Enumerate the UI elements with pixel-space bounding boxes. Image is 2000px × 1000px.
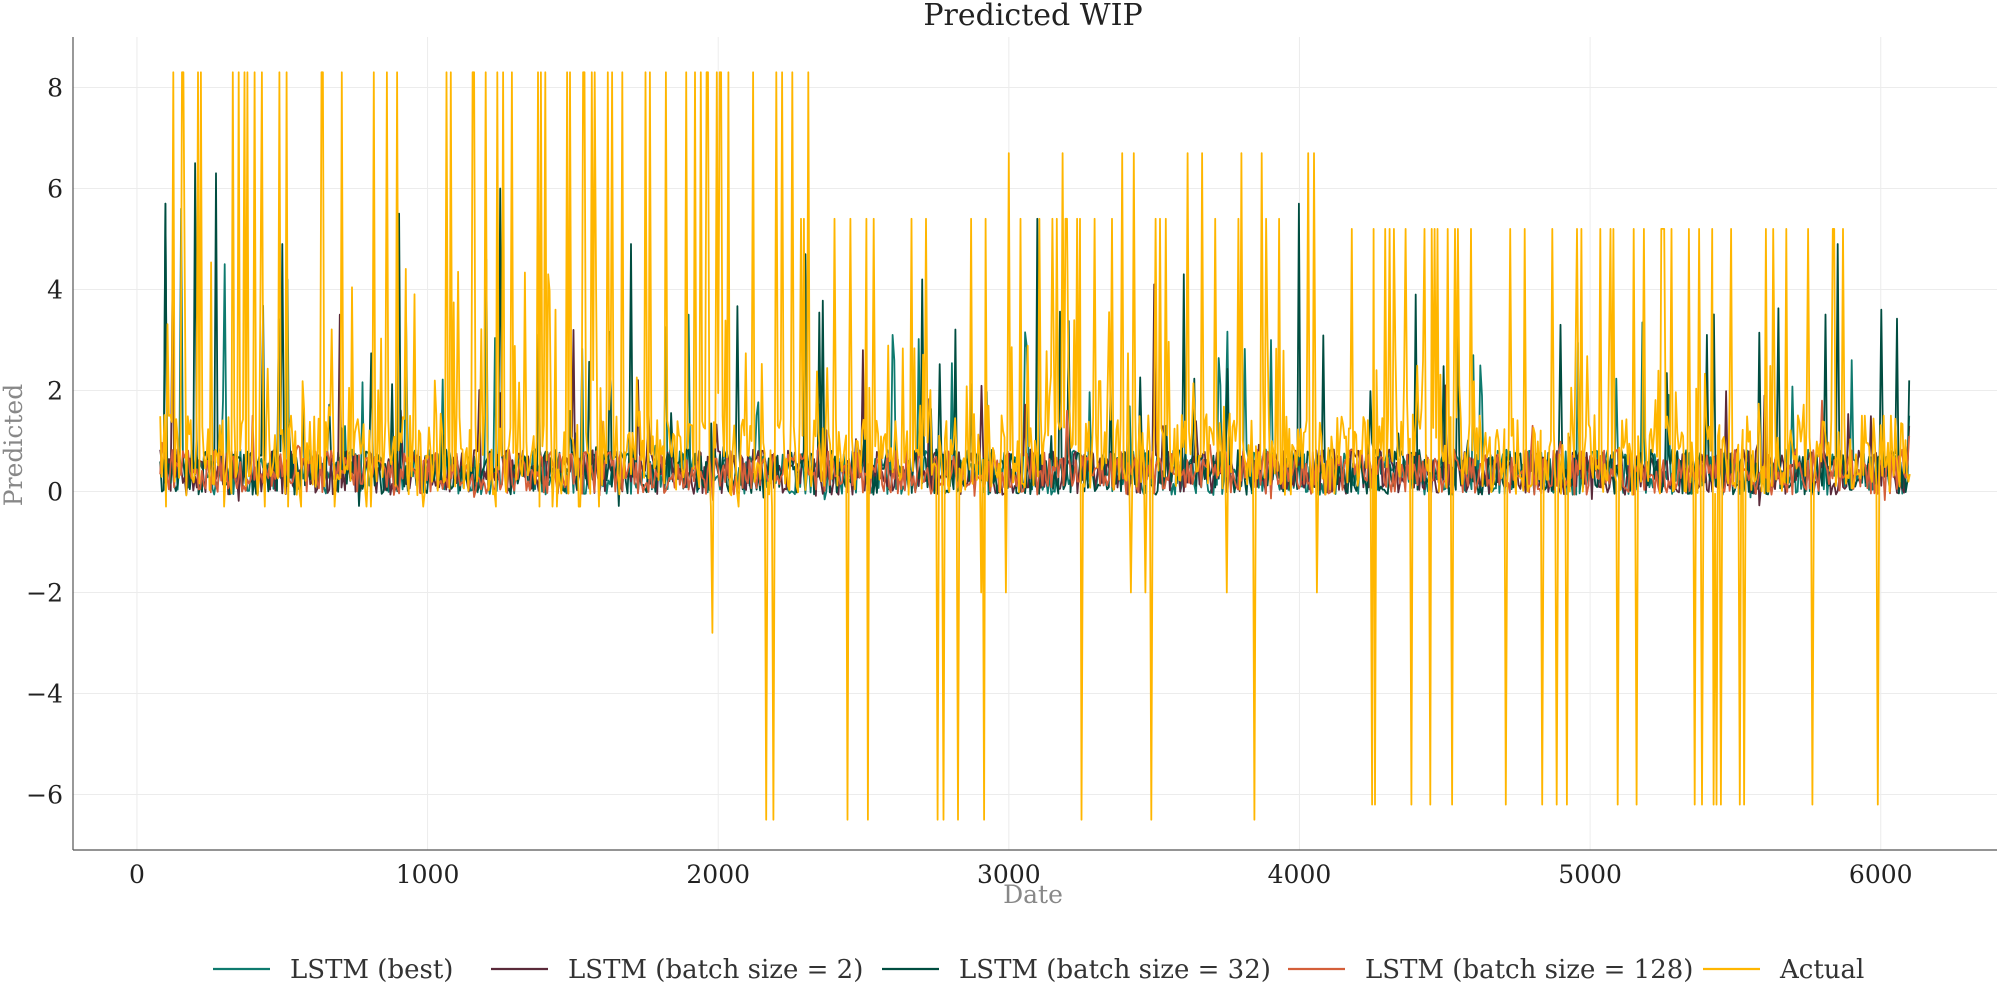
gridlines [73, 37, 1997, 850]
y-tick-label: −4 [26, 679, 63, 708]
x-tick-label: 4000 [1268, 860, 1332, 889]
y-tick-label: −6 [26, 780, 63, 809]
x-tick-label: 1000 [396, 860, 460, 889]
plot-area [159, 71, 1911, 821]
x-axis-ticks: 0 1000 2000 3000 4000 5000 6000 [129, 860, 1913, 889]
legend-label-2: LSTM (batch size = 32) [959, 955, 1271, 985]
series-line-4 [159, 71, 1911, 821]
legend-label-0: LSTM (best) [290, 955, 453, 985]
y-tick-label: 6 [47, 174, 63, 203]
y-tick-label: 4 [47, 275, 63, 304]
chart-title: Predicted WIP [923, 0, 1142, 33]
legend-label-3: LSTM (batch size = 128) [1365, 955, 1693, 985]
legend-label-1: LSTM (batch size = 2) [568, 955, 863, 985]
y-tick-label: 8 [47, 73, 63, 102]
y-tick-label: −2 [26, 578, 63, 607]
y-axis-ticks: −6 −4 −2 0 2 4 6 8 [26, 73, 63, 809]
x-tick-label: 6000 [1849, 860, 1913, 889]
x-tick-label: 0 [129, 860, 145, 889]
legend: LSTM (best) LSTM (batch size = 2) LSTM (ba… [213, 955, 1864, 985]
x-tick-label: 2000 [686, 860, 750, 889]
x-tick-label: 5000 [1558, 860, 1622, 889]
axes [72, 37, 1997, 851]
legend-label-4: Actual [1779, 955, 1864, 985]
x-tick-label: 3000 [977, 860, 1041, 889]
x-axis-label: Date [1003, 880, 1063, 909]
y-tick-label: 2 [47, 376, 63, 405]
y-axis-label: Predicted [0, 384, 28, 506]
y-tick-label: 0 [47, 477, 63, 506]
